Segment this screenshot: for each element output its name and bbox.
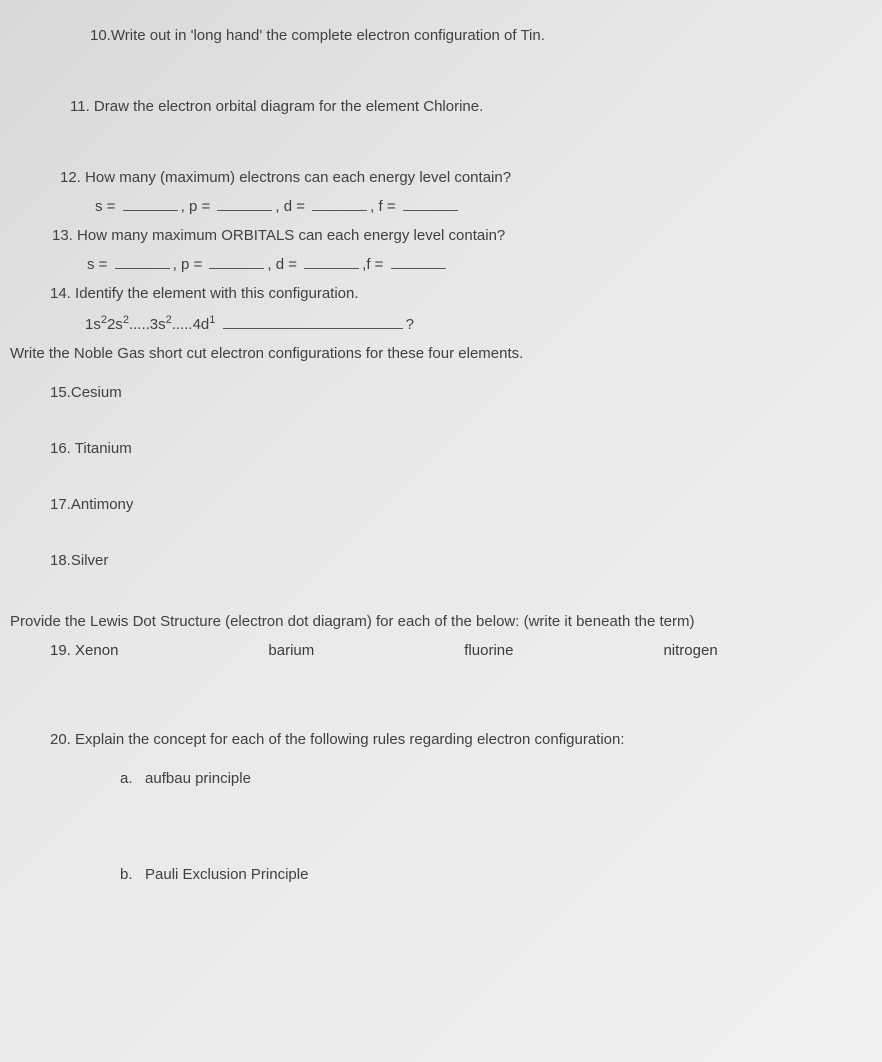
question-14: 14. Identify the element with this confi… [10, 283, 852, 333]
question-20-b: b. Pauli Exclusion Principle [10, 864, 852, 885]
question-16: 16. Titanium [10, 438, 852, 459]
question-12-blanks: s = , p = , d = , f = [60, 198, 852, 215]
question-11-text: 11. Draw the electron orbital diagram fo… [70, 98, 483, 115]
section-noble-gas: Write the Noble Gas short cut electron c… [10, 343, 852, 364]
question-15: 15.Cesium [10, 382, 852, 403]
question-13-blanks: s = , p = , d = ,f = [52, 256, 852, 273]
worksheet-page: 10.Write out in 'long hand' the complete… [10, 25, 852, 1047]
question-17-text: 17.Antimony [50, 496, 133, 513]
question-10-text: 10.Write out in 'long hand' the complete… [90, 27, 545, 44]
question-10: 10.Write out in 'long hand' the complete… [10, 25, 852, 46]
question-19: 19. Xenon barium fluorine nitrogen [10, 642, 852, 659]
question-14-config: 1s22s2.....3s2.....4d1 ? [50, 314, 852, 333]
q19-xenon: 19. Xenon [50, 642, 118, 659]
q19-nitrogen: nitrogen [663, 642, 717, 659]
blank-f [403, 210, 458, 211]
question-20-a: a. aufbau principle [10, 768, 852, 789]
q19-barium: barium [268, 642, 314, 659]
question-11: 11. Draw the electron orbital diagram fo… [10, 96, 852, 117]
q19-fluorine: fluorine [464, 642, 513, 659]
question-13: 13. How many maximum ORBITALS can each e… [10, 225, 852, 273]
question-12-text: 12. How many (maximum) electrons can eac… [60, 169, 511, 186]
blank-s [123, 210, 178, 211]
question-20: 20. Explain the concept for each of the … [10, 729, 852, 750]
blank-element [223, 328, 403, 329]
question-12: 12. How many (maximum) electrons can eac… [10, 167, 852, 215]
section-lewis-dot: Provide the Lewis Dot Structure (electro… [10, 611, 852, 632]
blank-p [217, 210, 272, 211]
question-13-text: 13. How many maximum ORBITALS can each e… [52, 227, 505, 244]
question-18-text: 18.Silver [50, 552, 108, 569]
blank-s-2 [115, 268, 170, 269]
section-lewis-dot-text: Provide the Lewis Dot Structure (electro… [10, 613, 695, 630]
blank-p-2 [209, 268, 264, 269]
blank-f-2 [391, 268, 446, 269]
blank-d-2 [304, 268, 359, 269]
blank-d [312, 210, 367, 211]
section-noble-gas-text: Write the Noble Gas short cut electron c… [10, 345, 523, 362]
question-16-text: 16. Titanium [50, 440, 132, 457]
question-15-text: 15.Cesium [50, 384, 122, 401]
question-20-text: 20. Explain the concept for each of the … [50, 731, 625, 748]
question-14-text: 14. Identify the element with this confi… [50, 285, 359, 302]
question-18: 18.Silver [10, 550, 852, 571]
question-17: 17.Antimony [10, 494, 852, 515]
